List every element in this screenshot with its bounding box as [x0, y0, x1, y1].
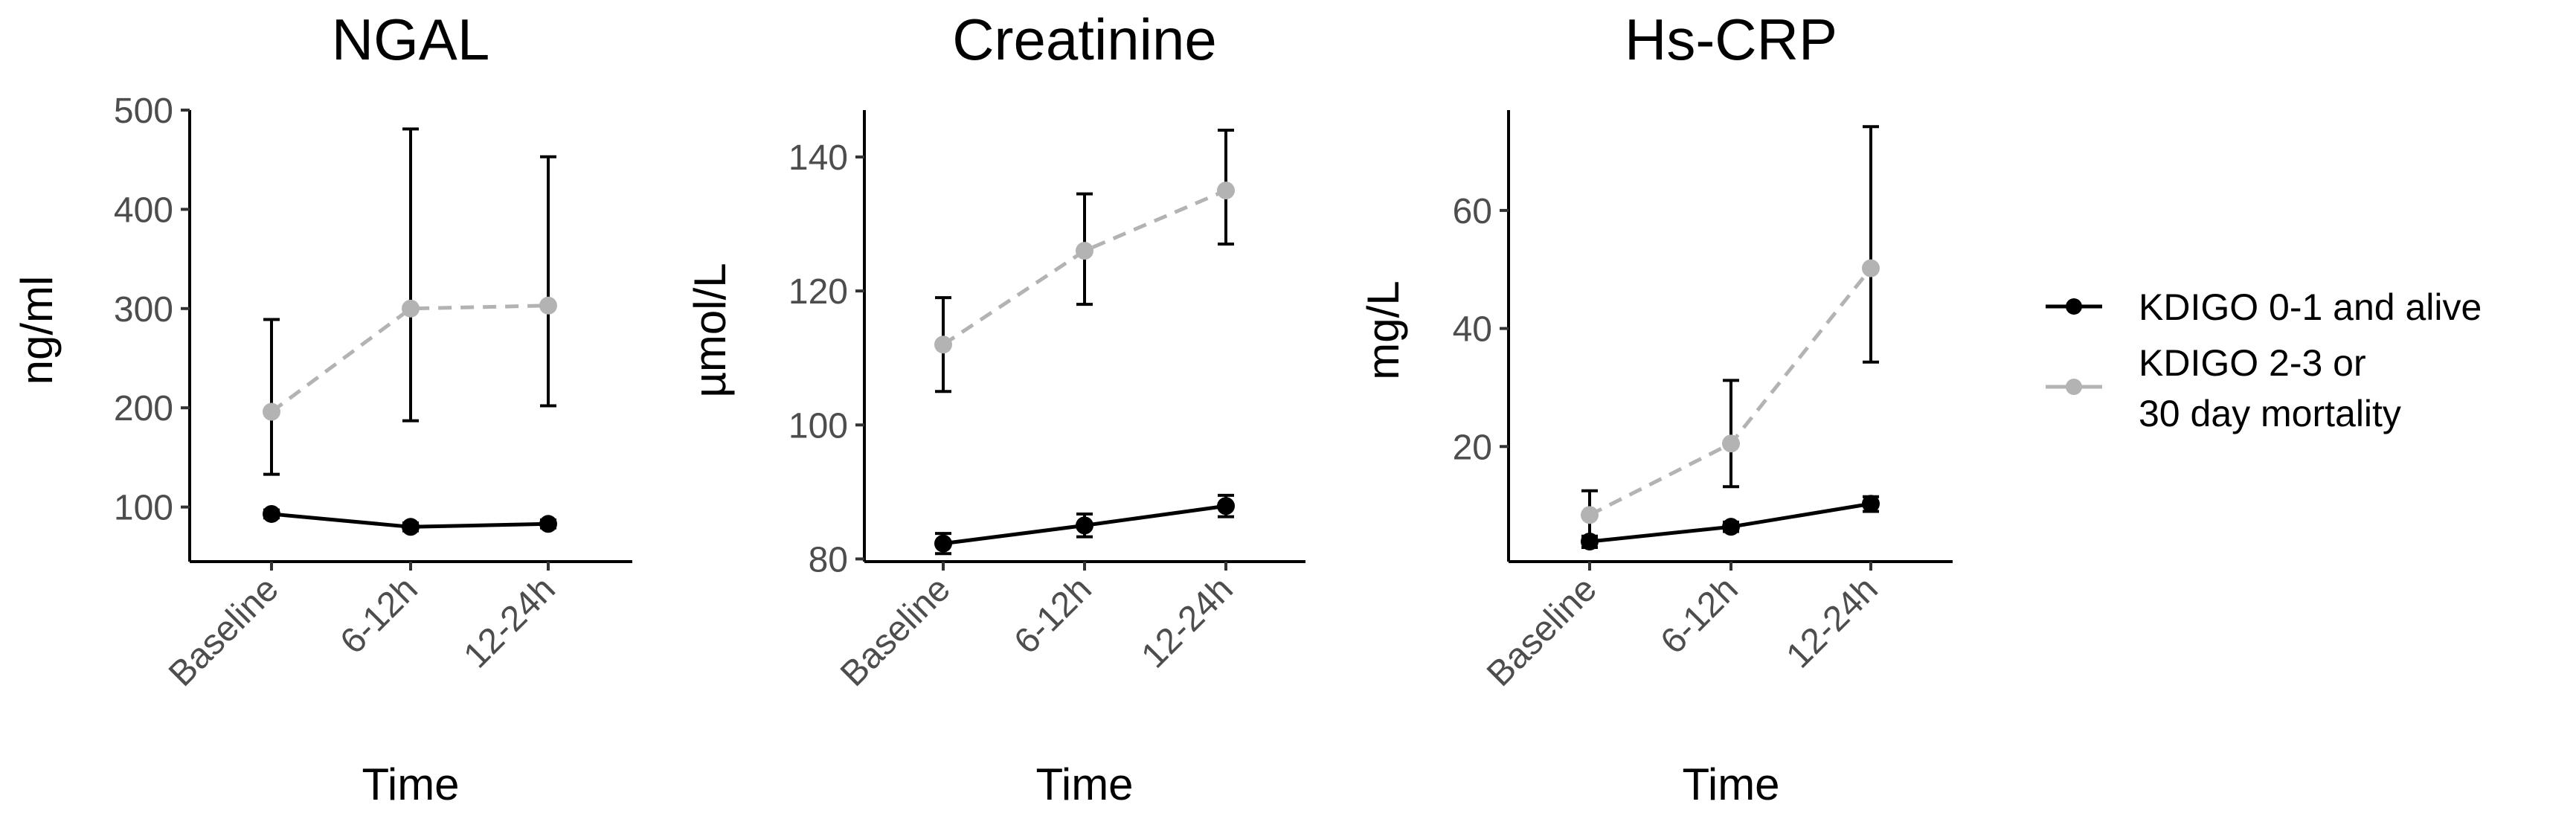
- data-point: [1217, 182, 1235, 200]
- data-point: [1581, 506, 1599, 524]
- legend-label: KDIGO 2-3 or: [2139, 342, 2366, 384]
- y-tick-label: 100: [114, 489, 173, 528]
- panel-hs-crp: Hs-CRP Time mg/L 20 40 60 Baseline 6-12h 12-2…: [1358, 7, 1953, 809]
- y-tick-label: 200: [114, 389, 173, 428]
- y-axis-title: mg/L: [1358, 280, 1408, 379]
- data-point: [1862, 259, 1880, 277]
- data-point: [263, 504, 280, 523]
- series-line: [942, 188, 1227, 347]
- x-axis-title: Time: [1682, 759, 1779, 809]
- x-tick-label: 6-12h: [1653, 569, 1745, 661]
- legend-label: KDIGO 0-1 and alive: [2139, 286, 2482, 328]
- y-tick-label: 140: [788, 138, 848, 178]
- series-line: [270, 303, 549, 414]
- legend-label: 30 day mortality: [2139, 393, 2401, 434]
- data-point: [402, 299, 420, 318]
- y-tick-label: 80: [809, 540, 848, 579]
- y-tick-label: 20: [1453, 428, 1492, 467]
- data-point: [934, 534, 952, 553]
- x-tick-label: 12-24h: [1134, 569, 1241, 675]
- x-tick-label: 6-12h: [1006, 569, 1099, 661]
- y-tick-label: 400: [114, 190, 173, 230]
- y-tick-label: 120: [788, 272, 848, 312]
- legend: KDIGO 0-1 and alive KDIGO 2-3 or 30 day …: [2046, 286, 2482, 434]
- x-axis-title: Time: [1035, 759, 1133, 809]
- data-point: [263, 402, 280, 421]
- data-point: [1862, 495, 1880, 513]
- panel-ngal: NGAL Time ng/ml 100 200 300 400 500 Baseline 6…: [12, 7, 632, 809]
- data-point: [1722, 434, 1740, 453]
- data-point: [1076, 242, 1093, 260]
- y-axis-title: µmol/L: [685, 263, 735, 397]
- panel-title: Hs-CRP: [1625, 7, 1837, 72]
- panel-creatinine: Creatinine Time µmol/L 80 100 120 140 Baseli…: [685, 7, 1305, 809]
- x-axis-title: Time: [362, 759, 459, 809]
- x-tick-label: Baseline: [161, 569, 286, 694]
- x-tick-label: 12-24h: [1779, 569, 1886, 675]
- data-point: [539, 515, 557, 533]
- y-tick-label: 100: [788, 406, 848, 446]
- legend-key-point: [2066, 379, 2082, 395]
- x-tick-label: Baseline: [833, 569, 958, 694]
- y-tick-label: 300: [114, 290, 173, 330]
- x-tick-label: 6-12h: [333, 569, 425, 661]
- data-point: [934, 335, 952, 354]
- panel-title: Creatinine: [952, 7, 1217, 72]
- y-axis-title: ng/ml: [12, 276, 62, 385]
- legend-key-point: [2066, 298, 2082, 315]
- x-tick-label: Baseline: [1480, 569, 1605, 694]
- panel-title: NGAL: [332, 7, 489, 72]
- data-point: [1722, 518, 1740, 536]
- y-tick-label: 500: [114, 91, 173, 131]
- data-point: [1581, 533, 1599, 551]
- y-tick-label: 40: [1453, 310, 1492, 350]
- data-point: [402, 518, 420, 536]
- data-point: [1217, 497, 1235, 516]
- data-point: [1076, 516, 1093, 535]
- y-tick-label: 60: [1453, 192, 1492, 231]
- x-tick-label: 12-24h: [457, 569, 563, 675]
- data-point: [539, 296, 557, 315]
